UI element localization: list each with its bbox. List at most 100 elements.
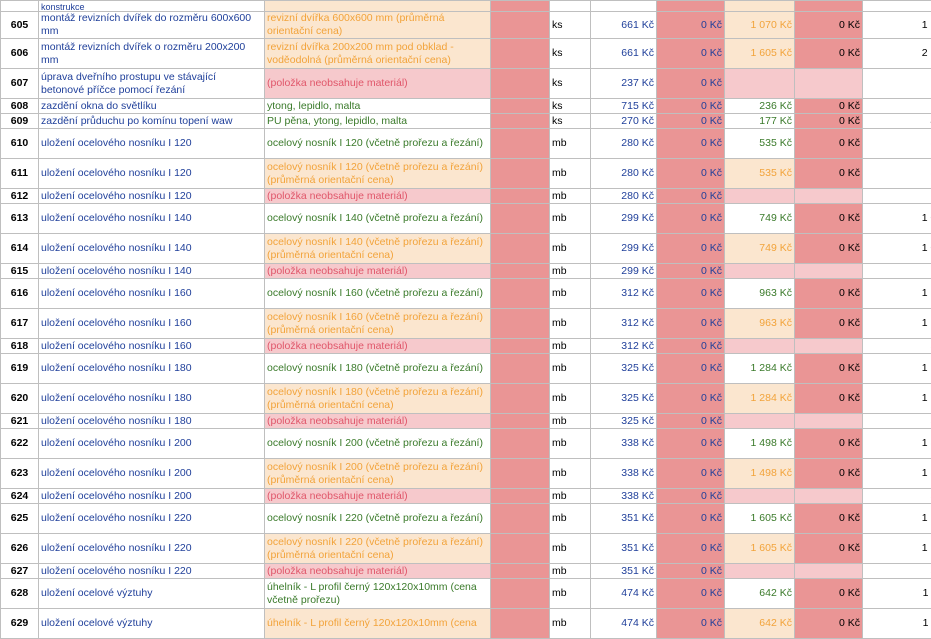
zero-price-cell[interactable]: 0 Kč [657, 459, 725, 489]
unit-cell[interactable]: mb [550, 309, 591, 339]
total-price-cell[interactable]: 351 K [863, 564, 931, 579]
description-cell[interactable]: uložení ocelového nosníku I 120 [39, 129, 265, 159]
description-cell[interactable]: uložení ocelového nosníku I 140 [39, 204, 265, 234]
empty-red-cell[interactable] [491, 504, 550, 534]
material-cell[interactable]: ocelový nosník I 140 (včetně prořezu a ř… [265, 204, 491, 234]
unit-cell[interactable]: ks [550, 39, 591, 69]
material-cell[interactable]: ocelový nosník I 160 (včetně prořezu a ř… [265, 279, 491, 309]
material-price-cell[interactable] [725, 414, 795, 429]
unit-cell[interactable]: mb [550, 609, 591, 639]
unit-cell[interactable]: mb [550, 504, 591, 534]
row-number-cell[interactable]: 625 [1, 504, 39, 534]
zero-material-cell[interactable]: 0 Kč [795, 234, 863, 264]
empty-red-cell[interactable] [491, 39, 550, 69]
material-price-cell[interactable]: 177 Kč [725, 114, 795, 129]
work-price-cell[interactable]: 338 Kč [591, 489, 657, 504]
row-number-cell[interactable]: 605 [1, 12, 39, 39]
row-number-cell[interactable]: 611 [1, 159, 39, 189]
material-price-cell[interactable]: 535 Kč [725, 159, 795, 189]
zero-material-cell[interactable]: 0 Kč [795, 429, 863, 459]
zero-material-cell[interactable]: 0 Kč [795, 579, 863, 609]
total-price-cell[interactable]: 1 836 K [863, 459, 931, 489]
material-cell[interactable]: revizní dvířka 200x200 mm pod obklad - v… [265, 39, 491, 69]
total-price-cell[interactable]: 1 609 K [863, 384, 931, 414]
material-price-cell[interactable]: 963 Kč [725, 309, 795, 339]
material-price-cell[interactable]: 1 284 Kč [725, 354, 795, 384]
description-cell[interactable]: uložení ocelového nosníku I 120 [39, 159, 265, 189]
empty-red-cell[interactable] [491, 354, 550, 384]
zero-price-cell[interactable]: 0 Kč [657, 39, 725, 69]
material-price-cell[interactable]: 1 605 Kč [725, 504, 795, 534]
zero-material-cell[interactable]: 0 Kč [795, 384, 863, 414]
work-price-cell[interactable]: 661 Kč [591, 39, 657, 69]
zero-material-cell[interactable]: 0 Kč [795, 309, 863, 339]
description-cell[interactable]: uložení ocelového nosníku I 200 [39, 459, 265, 489]
zero-material-cell[interactable]: 0 Kč [795, 39, 863, 69]
total-price-cell[interactable]: 951 K [863, 99, 931, 114]
description-cell[interactable]: uložení ocelového nosníku I 160 [39, 339, 265, 354]
row-number-cell[interactable]: 629 [1, 609, 39, 639]
material-cell[interactable]: (položka neobsahuje materiál) [265, 564, 491, 579]
empty-red-cell[interactable] [491, 609, 550, 639]
material-price-cell[interactable] [725, 189, 795, 204]
work-price-cell[interactable]: 715 Kč [591, 99, 657, 114]
row-number-cell[interactable]: 620 [1, 384, 39, 414]
row-number-cell[interactable]: 612 [1, 189, 39, 204]
empty-red-cell[interactable] [491, 339, 550, 354]
zero-material-cell[interactable]: 0 Kč [795, 504, 863, 534]
material-cell[interactable]: ocelový nosník I 160 (včetně prořezu a ř… [265, 309, 491, 339]
zero-price-cell[interactable]: 0 Kč [657, 534, 725, 564]
material-price-cell[interactable] [725, 264, 795, 279]
description-cell[interactable]: úprava dveřního prostupu ve stávající be… [39, 69, 265, 99]
work-price-cell[interactable]: 299 Kč [591, 264, 657, 279]
material-price-cell[interactable] [725, 339, 795, 354]
zero-material-cell[interactable]: 0 Kč [795, 12, 863, 39]
row-number-cell[interactable]: 615 [1, 264, 39, 279]
material-cell[interactable]: ocelový nosník I 140 (včetně prořezu a ř… [265, 234, 491, 264]
unit-cell[interactable]: ks [550, 99, 591, 114]
material-cell[interactable]: ytong, lepidlo, malta [265, 99, 491, 114]
row-number-cell[interactable]: 627 [1, 564, 39, 579]
zero-material-cell[interactable]: 0 Kč [795, 354, 863, 384]
zero-price-cell[interactable]: 0 Kč [657, 264, 725, 279]
row-number-cell[interactable]: 616 [1, 279, 39, 309]
work-price-cell[interactable]: 280 Kč [591, 159, 657, 189]
zero-material-cell[interactable]: 0 Kč [795, 129, 863, 159]
work-price-cell[interactable]: 299 Kč [591, 204, 657, 234]
empty-red-cell[interactable] [491, 429, 550, 459]
row-number-cell[interactable]: 626 [1, 534, 39, 564]
zero-price-cell[interactable]: 0 Kč [657, 609, 725, 639]
total-price-cell[interactable]: 1 116 K [863, 609, 931, 639]
empty-red-cell[interactable] [491, 384, 550, 414]
zero-price-cell[interactable]: 0 Kč [657, 204, 725, 234]
zero-material-cell[interactable]: 0 Kč [795, 99, 863, 114]
zero-material-cell[interactable]: 0 Kč [795, 534, 863, 564]
description-cell[interactable]: uložení ocelového nosníku I 140 [39, 264, 265, 279]
material-price-cell[interactable]: 1 605 Kč [725, 534, 795, 564]
unit-cell[interactable]: mb [550, 279, 591, 309]
total-price-cell[interactable]: 447 K [863, 114, 931, 129]
material-cell[interactable]: (položka neobsahuje materiál) [265, 69, 491, 99]
unit-cell[interactable]: ks [550, 69, 591, 99]
description-cell[interactable]: uložení ocelového nosníku I 180 [39, 384, 265, 414]
zero-material-cell[interactable]: 0 Kč [795, 459, 863, 489]
work-price-cell[interactable]: 312 Kč [591, 309, 657, 339]
zero-material-cell[interactable] [795, 414, 863, 429]
work-price-cell[interactable]: 270 Kč [591, 114, 657, 129]
row-number-cell[interactable]: 624 [1, 489, 39, 504]
material-cell[interactable]: (položka neobsahuje materiál) [265, 489, 491, 504]
zero-material-cell[interactable] [795, 189, 863, 204]
empty-red-cell[interactable] [491, 189, 550, 204]
unit-cell[interactable]: mb [550, 159, 591, 189]
work-price-cell[interactable]: 351 Kč [591, 564, 657, 579]
material-cell[interactable]: PU pěna, ytong, lepidlo, malta [265, 114, 491, 129]
material-cell[interactable]: (položka neobsahuje materiál) [265, 414, 491, 429]
material-price-cell[interactable]: 749 Kč [725, 234, 795, 264]
row-number-cell[interactable]: 610 [1, 129, 39, 159]
work-price-cell[interactable]: 312 Kč [591, 339, 657, 354]
zero-price-cell[interactable]: 0 Kč [657, 504, 725, 534]
unit-cell[interactable]: mb [550, 234, 591, 264]
description-cell[interactable]: uložení ocelového nosníku I 160 [39, 309, 265, 339]
row-number-cell[interactable]: 606 [1, 39, 39, 69]
material-price-cell[interactable]: 1 284 Kč [725, 384, 795, 414]
